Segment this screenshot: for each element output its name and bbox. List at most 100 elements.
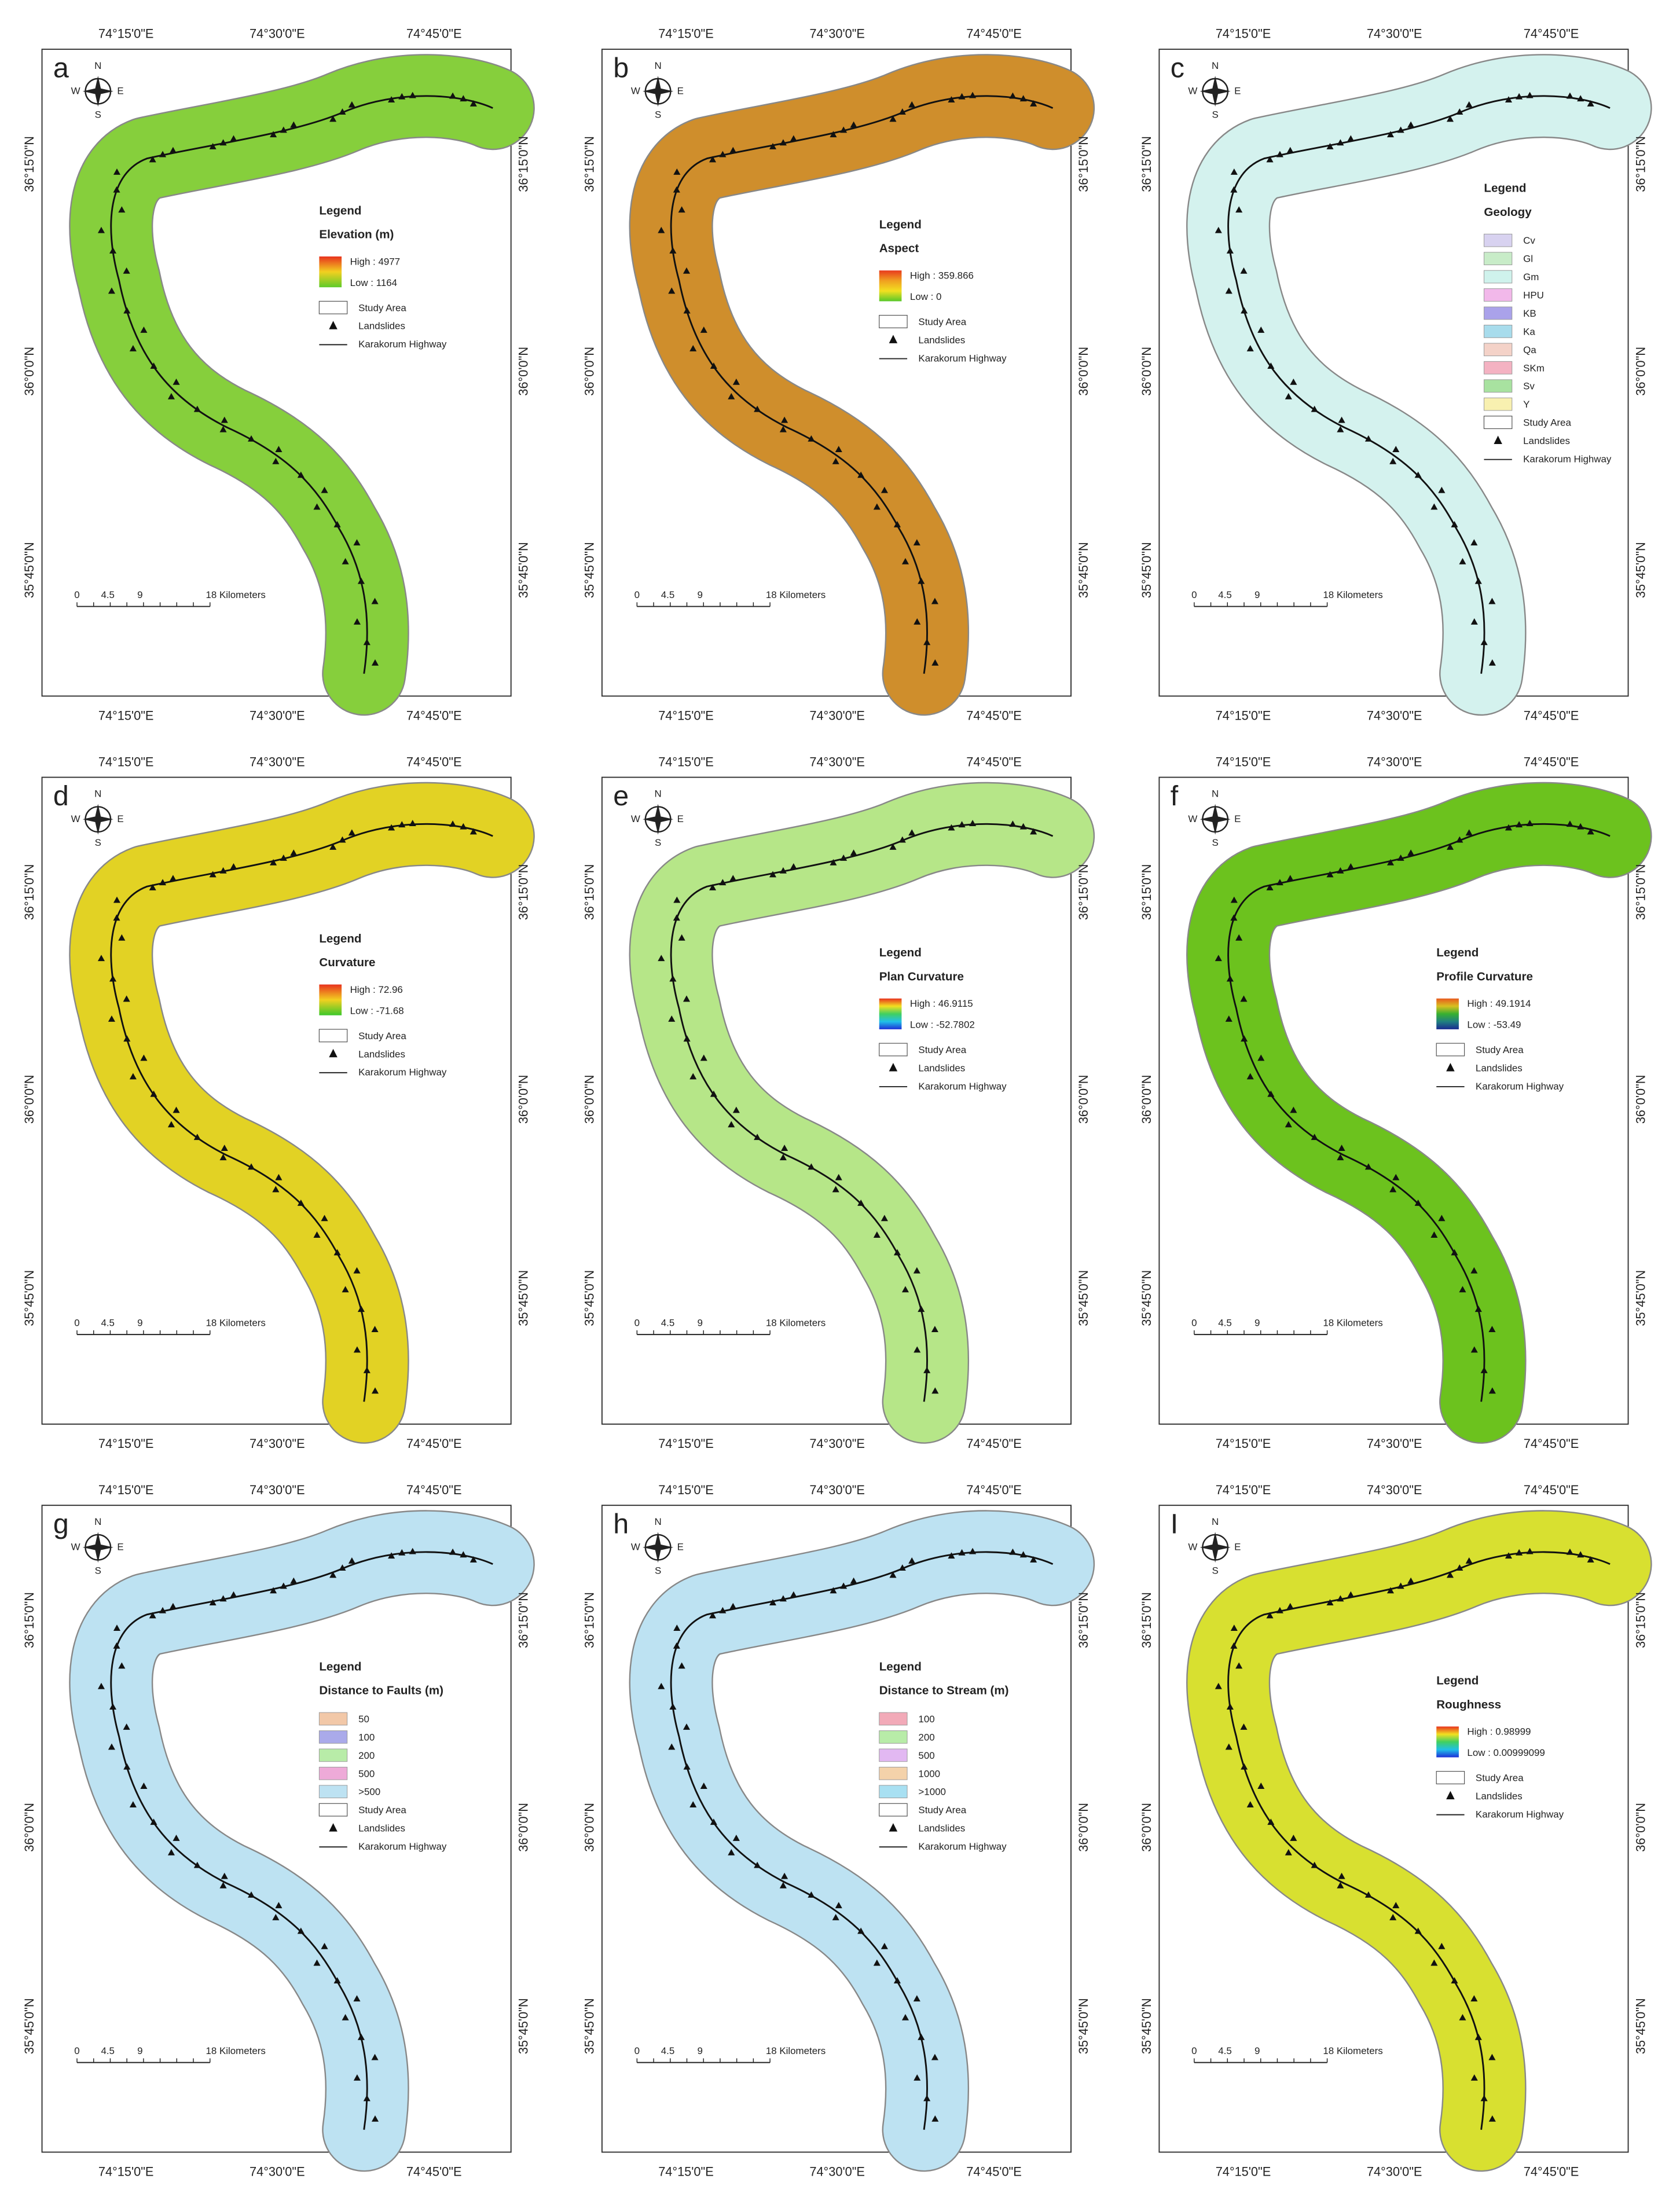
lat-label: 36°0'0"N [1634,347,1648,396]
landslide [754,1134,761,1140]
legend-landslide [1494,435,1502,445]
scale-label: 4.5 [661,2045,675,2056]
landslide [321,1942,328,1949]
landslide [333,1977,341,1983]
landslide [923,2095,931,2102]
compass-label: S [1212,1565,1218,1576]
landslide [729,1602,737,1609]
landslide [1430,503,1438,510]
landslide [700,326,707,333]
landslide [193,405,201,412]
legend-swatch [1483,288,1513,302]
lon-label: 74°30'0"E [809,1436,865,1451]
landslide [173,1834,180,1841]
lat-label: 35°45'0"N [516,1998,531,2054]
landslide [1266,884,1274,890]
landslide [221,1872,228,1879]
landslide [1030,100,1037,107]
landslide [873,503,881,510]
landslide [1430,1959,1438,1966]
legend-label: Sv [1523,381,1535,392]
lat-label: 35°45'0"N [1139,1998,1154,2054]
lon-label: 74°30'0"E [250,754,305,769]
landslide [1577,823,1584,830]
legend-study-area [1483,416,1513,430]
landslide [113,1642,120,1649]
landslide [918,1305,925,1312]
landslide [1276,879,1283,886]
landslide [108,287,115,294]
legend-label: SKm [1523,362,1545,373]
compass-label: W [1188,85,1197,96]
landslide [221,416,228,423]
map-panel: a N S E W 0 4.5 9 18 Kilometers 74°15'0"E 74°15'0"… [22,27,535,723]
landslide [113,896,121,903]
legend-title: Plan Curvature [879,970,964,983]
legend-study-area [318,300,348,314]
legend-swatch [879,1730,908,1744]
compass-label: N [94,60,101,71]
lat-label: 35°45'0"N [516,542,531,598]
landslide [1285,1849,1292,1855]
lat-label: 35°45'0"N [582,1998,596,2054]
compass-label: N [94,1516,101,1527]
lat-label: 36°0'0"N [582,1075,596,1124]
lon-label: 74°15'0"E [98,27,154,41]
landslide [290,121,298,128]
lon-label: 74°45'0"E [1524,27,1579,41]
landslide [779,139,787,146]
landslide [109,247,117,254]
landslide [1587,1556,1594,1563]
legend-heading: Legend [879,946,922,959]
lat-label: 36°15'0"N [1139,136,1154,192]
landslide [313,1231,321,1238]
landslide [850,1577,857,1584]
lat-label: 36°15'0"N [1076,864,1091,921]
landslide [118,1662,126,1669]
landslide [371,1387,379,1394]
landslide [1397,126,1404,133]
landslide [342,1286,349,1293]
legend-label: 200 [358,1750,375,1761]
lat-label: 36°0'0"N [1076,347,1091,396]
landslide [1235,934,1243,941]
compass-label: N [655,1516,662,1527]
scale-label: 9 [697,1318,702,1329]
landslide [1465,1557,1473,1564]
landslide [1470,618,1478,625]
landslide [658,1682,665,1689]
lon-label: 74°45'0"E [1524,1436,1579,1451]
lon-label: 74°30'0"E [1367,708,1422,723]
compass-label: E [677,813,684,824]
landslide [169,875,177,882]
legend-label: Landslides [358,1823,405,1834]
map-panel: e N S E W 0 4.5 9 18 Kilometers 74°15'0"E 74°15'0"… [582,754,1095,1451]
lat-label: 36°15'0"N [582,1592,596,1648]
legend-label: Landslides [918,1062,965,1073]
scale-label: 0 [1191,2045,1197,2056]
legend-swatch [1483,306,1513,320]
lat-label: 36°0'0"N [1139,347,1154,396]
lon-label: 74°30'0"E [1367,754,1422,769]
lat-label: 36°0'0"N [1139,1803,1154,1852]
landslide [728,1849,735,1855]
landslide [113,186,120,193]
landslide [230,1591,237,1598]
landslide [830,131,837,138]
landslide [1480,639,1488,646]
landslide [779,1595,787,1602]
lon-label: 74°45'0"E [966,708,1022,723]
scale-label: 0 [634,1318,640,1329]
landslide [280,126,287,133]
landslide [333,1249,341,1256]
landslide [353,2074,361,2081]
legend-label: Cv [1523,235,1535,246]
landslide [290,1577,298,1584]
scale-label: 4.5 [101,2045,115,2056]
landslide [272,1186,280,1193]
landslide [1337,426,1344,432]
legend-label: Gl [1523,254,1533,265]
legend-swatch [879,1712,908,1726]
landslide [371,2053,379,2060]
